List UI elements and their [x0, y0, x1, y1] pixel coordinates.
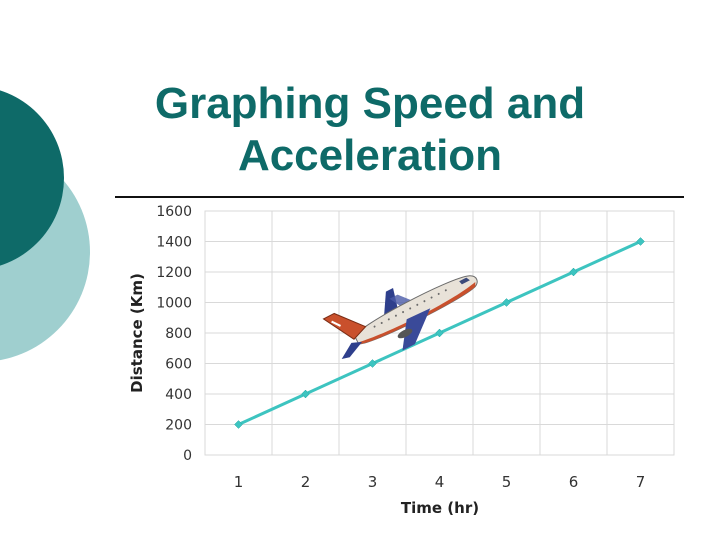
y-tick-label: 600: [165, 357, 192, 373]
data-point: [636, 237, 645, 246]
airplane-icon: [322, 275, 478, 360]
data-point: [569, 267, 578, 277]
data-point: [502, 298, 511, 307]
y-tick-label: 1400: [156, 235, 192, 251]
x-tick-label: 3: [368, 473, 378, 491]
x-tick-label: 1: [234, 473, 244, 491]
x-tick-label: 2: [301, 473, 311, 491]
x-tick-label: 7: [636, 473, 646, 491]
x-tick-label: 5: [502, 473, 512, 491]
data-point: [435, 328, 444, 338]
y-tick-label: 1200: [156, 265, 192, 281]
series-markers: [234, 237, 645, 429]
title-divider: [115, 196, 684, 198]
x-tick-labels: 1 2 3 4 5 6 7: [234, 473, 646, 491]
x-tick-label: 6: [569, 473, 579, 491]
decor-circle-dark: [0, 90, 64, 266]
y-tick-label: 800: [165, 326, 192, 342]
slide-title: Graphing Speed and Acceleration: [110, 78, 630, 182]
y-tick-label: 400: [165, 387, 192, 403]
x-tick-label: 4: [435, 473, 445, 491]
y-tick-label: 1600: [156, 204, 192, 220]
data-point: [234, 420, 243, 429]
y-tick-label: 1000: [156, 296, 192, 312]
slide-title-line-2: Acceleration: [237, 131, 503, 180]
y-tick-label: 0: [183, 448, 192, 464]
x-axis-label: Time (hr): [401, 499, 479, 517]
data-point: [301, 389, 310, 399]
data-point: [368, 359, 377, 368]
slide-title-line-1: Graphing Speed and: [154, 79, 586, 128]
y-axis-label: Distance (Km): [128, 273, 146, 393]
y-tick-labels: 0 200 400 600 800 1000 1200 1400 1600: [156, 204, 192, 464]
y-tick-label: 200: [165, 418, 192, 434]
